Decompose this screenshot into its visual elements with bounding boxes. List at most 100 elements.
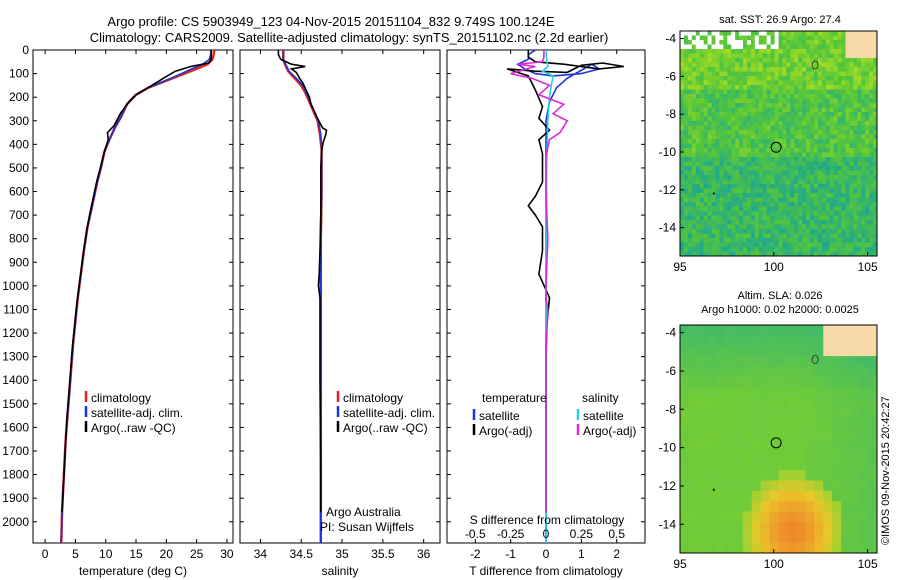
map-sst-cell: [825, 247, 831, 252]
map-sst-cell: [873, 148, 878, 153]
map-sst-cell: [735, 148, 740, 153]
map-sst-cell: [873, 170, 878, 176]
map-sla-cell: [868, 501, 878, 513]
map-sst-cell: [774, 220, 779, 225]
map-sst-cell: [802, 211, 807, 216]
map-sla-cell: [688, 397, 699, 409]
map-sst-cell: [707, 44, 713, 50]
map-sst-cell: [691, 179, 697, 185]
map-sst-cell: [680, 67, 685, 72]
map-sst-cell: [857, 35, 862, 41]
map-sla-ytick-label: -6: [665, 364, 676, 378]
map-sst-cell: [853, 130, 858, 135]
map-sst-cell: [782, 152, 787, 158]
map-sst-cell: [687, 242, 693, 248]
map-sla-cell: [769, 511, 779, 523]
map-sst-cell: [711, 233, 716, 239]
map-sla-cell: [715, 532, 726, 544]
map-sst-cell: [727, 53, 732, 59]
map-sst-cell: [841, 211, 846, 216]
map-sla-cell: [760, 366, 771, 378]
map-sst-cell: [715, 125, 720, 131]
map-sst-cell: [750, 170, 756, 176]
map-sst-cell: [743, 121, 748, 126]
map-sla-cell: [724, 418, 735, 430]
map-sst-cell: [731, 184, 736, 189]
map-sst-cell: [762, 71, 768, 77]
map-sst-cell: [719, 143, 724, 149]
map-sst-cell: [770, 157, 776, 162]
pi-name-label: PI: Susan Wijffels: [320, 520, 414, 534]
map-sst-cell: [774, 143, 779, 149]
map-sla-cell: [841, 366, 851, 378]
map-sst-cell: [719, 103, 724, 108]
map-sst-cell: [735, 193, 740, 198]
map-sla-cell: [859, 356, 869, 367]
map-sst-cell: [786, 49, 791, 54]
map-sla-cell: [796, 397, 806, 409]
map-sst-cell: [746, 220, 752, 225]
map-sst-cell: [810, 170, 815, 176]
map-sst-cell: [774, 121, 779, 126]
map-sst-cell: [707, 98, 713, 104]
map-sst-cell: [798, 175, 803, 180]
map-sst-cell: [687, 40, 693, 45]
map-sst-cell: [695, 161, 701, 167]
map-sla-cell: [688, 345, 699, 357]
map-sla-cell: [688, 418, 699, 430]
map-sst-cell: [829, 157, 835, 162]
map-sst-cell: [762, 184, 768, 189]
map-sst-cell: [683, 238, 689, 243]
map-sst-cell: [703, 130, 709, 135]
map-sst-cell: [715, 197, 720, 203]
map-sst-cell: [865, 193, 870, 198]
map-sst-cell: [806, 175, 811, 180]
map-sst-cell: [841, 202, 846, 207]
map-sst-cell: [825, 197, 831, 203]
map-sst-cell: [825, 224, 831, 230]
map-sst-cell: [813, 103, 819, 108]
map-sst-cell: [723, 152, 728, 158]
map-sst-cell: [707, 148, 713, 153]
map-sst-cell: [813, 44, 819, 50]
map-sst-cell: [723, 58, 728, 63]
map-sla-cell: [841, 459, 851, 471]
map-sla-cell: [742, 418, 753, 430]
map-sst-cell: [711, 98, 716, 104]
map-sst-cell: [821, 224, 827, 230]
map-sst-cell: [727, 197, 732, 203]
map-sst-cell: [806, 247, 811, 252]
map-sst-cell: [758, 62, 764, 68]
map-sst-cell: [817, 215, 823, 221]
map-sst-cell: [810, 179, 815, 185]
map-sst-cell: [786, 40, 791, 45]
map-sst-cell: [798, 148, 803, 153]
map-sst-cell: [813, 166, 819, 171]
map-sst-cell: [782, 224, 787, 230]
map-sst-cell: [758, 58, 764, 63]
map-sla-cell: [697, 542, 708, 554]
map-sst-cell: [786, 179, 791, 185]
map-sst-cell: [691, 247, 697, 252]
map-sst-cell: [770, 31, 776, 36]
map-sst-cell: [837, 130, 843, 135]
map-sst-cell: [845, 85, 850, 90]
map-sst-cell: [691, 125, 697, 131]
map-sst-cell: [691, 193, 697, 198]
map-sla-cell: [796, 356, 806, 367]
map-sla-cell: [832, 428, 842, 440]
map-sst-cell: [806, 148, 811, 153]
map-sla-cell: [688, 449, 699, 461]
map-sst-cell: [817, 35, 823, 41]
map-sla-cell: [832, 449, 842, 461]
map-sst-cell: [857, 220, 862, 225]
map-sst-cell: [723, 76, 728, 81]
map-sst-cell: [770, 62, 776, 68]
map-sst-cell: [766, 112, 772, 117]
map-sst-cell: [825, 80, 831, 86]
map-sst-cell: [691, 166, 697, 171]
map-sst-cell: [731, 76, 736, 81]
map-sst-cell: [758, 197, 764, 203]
map-sst-cell: [861, 94, 866, 99]
map-sla-cell: [859, 480, 869, 492]
